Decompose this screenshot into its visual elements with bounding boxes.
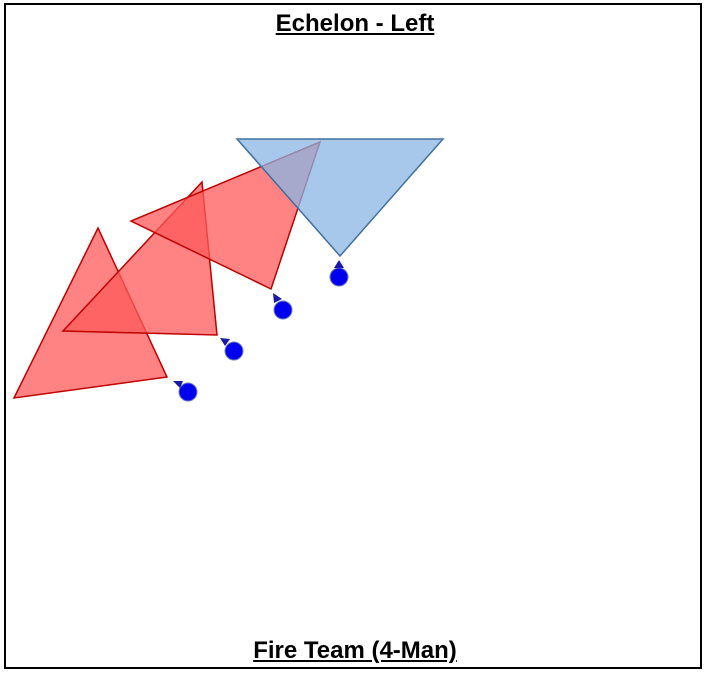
team-leader-sector [235, 138, 445, 258]
member-3-marker [220, 338, 244, 361]
member-4-marker [173, 381, 198, 402]
direction-arrow-icon [173, 381, 183, 388]
soldier-dot-icon [178, 382, 198, 402]
diagram-caption: Fire Team (4-Man) [253, 637, 457, 664]
member-2-marker [273, 293, 293, 320]
direction-arrow-icon [334, 260, 344, 268]
diagram-title: Echelon - Left [275, 10, 435, 37]
soldier-dot-icon [329, 267, 349, 287]
soldier-dot-icon [224, 341, 244, 361]
direction-arrow-icon [273, 293, 282, 303]
team-leader-marker [329, 260, 349, 287]
direction-arrow-icon [220, 338, 230, 346]
soldier-dot-icon [273, 300, 293, 320]
